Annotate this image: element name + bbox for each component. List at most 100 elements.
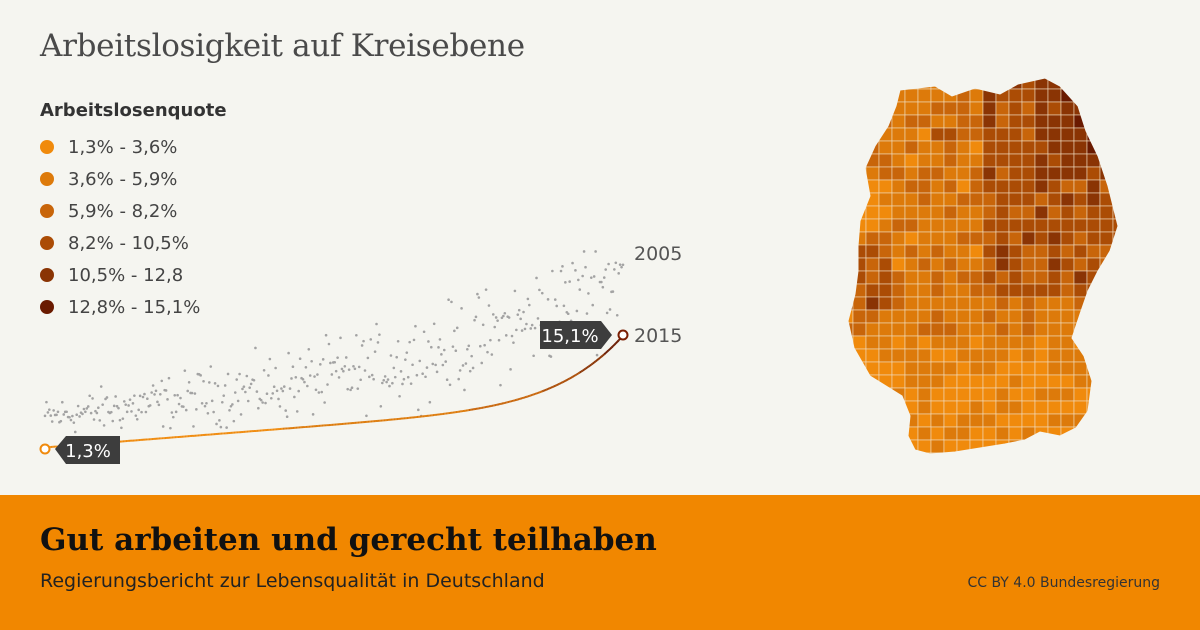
series-2005-point [208, 381, 211, 384]
map-district [1060, 439, 1075, 454]
license-text: CC BY 4.0 Bundesregierung [967, 575, 1160, 591]
map-district [848, 205, 854, 220]
series-2005-point [388, 384, 391, 388]
series-2005-point [225, 426, 228, 429]
map-district [1073, 179, 1088, 194]
map-district [1112, 78, 1118, 90]
map-district [1008, 335, 1023, 350]
map-district [1034, 374, 1049, 389]
map-district [1008, 270, 1023, 285]
map-district [1021, 205, 1036, 220]
min-callout-label: 1,3% [65, 441, 111, 462]
map-district [891, 140, 906, 155]
map-district [982, 231, 997, 246]
map-district [1021, 101, 1036, 116]
series-2005-point [591, 303, 595, 307]
map-district [1099, 153, 1114, 168]
map-district [1034, 413, 1049, 428]
map-district [930, 153, 945, 168]
map-district [1126, 76, 1130, 89]
map-district [956, 205, 971, 220]
map-district [1073, 400, 1088, 415]
map-district [1021, 270, 1036, 285]
series-2015-segment [576, 372, 579, 376]
map-district [865, 400, 880, 415]
map-district [1021, 361, 1036, 376]
map-district [917, 270, 932, 285]
map-district [878, 88, 893, 103]
map-district [982, 452, 997, 454]
series-2005-point [530, 323, 534, 327]
series-label-2005: 2005 [634, 243, 682, 265]
series-2005-point [500, 316, 504, 320]
map-district [943, 348, 958, 363]
series-2005-point [476, 292, 479, 296]
series-2005-point [76, 404, 80, 408]
map-district [969, 101, 984, 116]
map-district [1008, 218, 1023, 233]
map-district [865, 205, 880, 220]
map-district [891, 426, 906, 441]
series-2005-point [549, 355, 553, 358]
series-2005-point [441, 363, 445, 367]
map-district [904, 426, 919, 441]
map-district [904, 387, 919, 402]
series-2005-point [391, 381, 394, 385]
series-2005-point [62, 413, 66, 416]
series-2005-point [353, 367, 357, 371]
map-district [1086, 374, 1101, 389]
max-callout-box [540, 321, 612, 349]
map-district [956, 231, 971, 246]
map-district [1086, 309, 1101, 324]
map-district [1021, 153, 1036, 168]
series-2005-point [445, 378, 449, 382]
series-2005-point [490, 353, 494, 356]
legend-swatch [40, 300, 54, 314]
map-district [930, 413, 945, 428]
map-district [891, 101, 906, 116]
map-district [1126, 362, 1130, 375]
map-district [917, 140, 932, 155]
series-2005-point [415, 373, 419, 377]
map-district [1008, 426, 1023, 441]
series-2005-point [528, 303, 531, 307]
series-2005-point [520, 329, 524, 332]
series-2005-point [349, 388, 352, 392]
series-2005-point [81, 412, 84, 416]
map-district [1112, 452, 1118, 454]
map-district [1126, 427, 1130, 440]
map-district [1126, 349, 1130, 362]
map-district [1047, 400, 1062, 415]
map-district [1073, 127, 1088, 142]
map-district [865, 101, 880, 116]
series-2015-segment [606, 349, 610, 353]
map-district [969, 218, 984, 233]
map-district [878, 101, 893, 116]
map-district [1047, 452, 1062, 454]
series-2005-point [347, 368, 351, 371]
map-district [930, 192, 945, 207]
map-district [1099, 140, 1114, 155]
map-district [904, 257, 919, 272]
map-district [1112, 387, 1118, 402]
map-district [865, 166, 880, 181]
map-district [1073, 270, 1088, 285]
series-2005-point [618, 263, 622, 266]
map-district [969, 387, 984, 402]
map-district [1112, 88, 1118, 103]
series-2005-point [183, 369, 187, 372]
map-district [969, 244, 984, 259]
series-2005-point [303, 380, 306, 384]
map-district [1060, 101, 1075, 116]
series-2005-point [471, 366, 475, 370]
map-district [917, 244, 932, 259]
map-district [1099, 309, 1114, 324]
map-district [943, 270, 958, 285]
map-district [969, 179, 984, 194]
series-2005-point [212, 410, 215, 414]
series-2005-point [355, 333, 358, 337]
series-2005-point [298, 357, 302, 360]
series-2005-point [159, 393, 162, 396]
legend-swatch [40, 268, 54, 282]
map-district [848, 101, 854, 116]
